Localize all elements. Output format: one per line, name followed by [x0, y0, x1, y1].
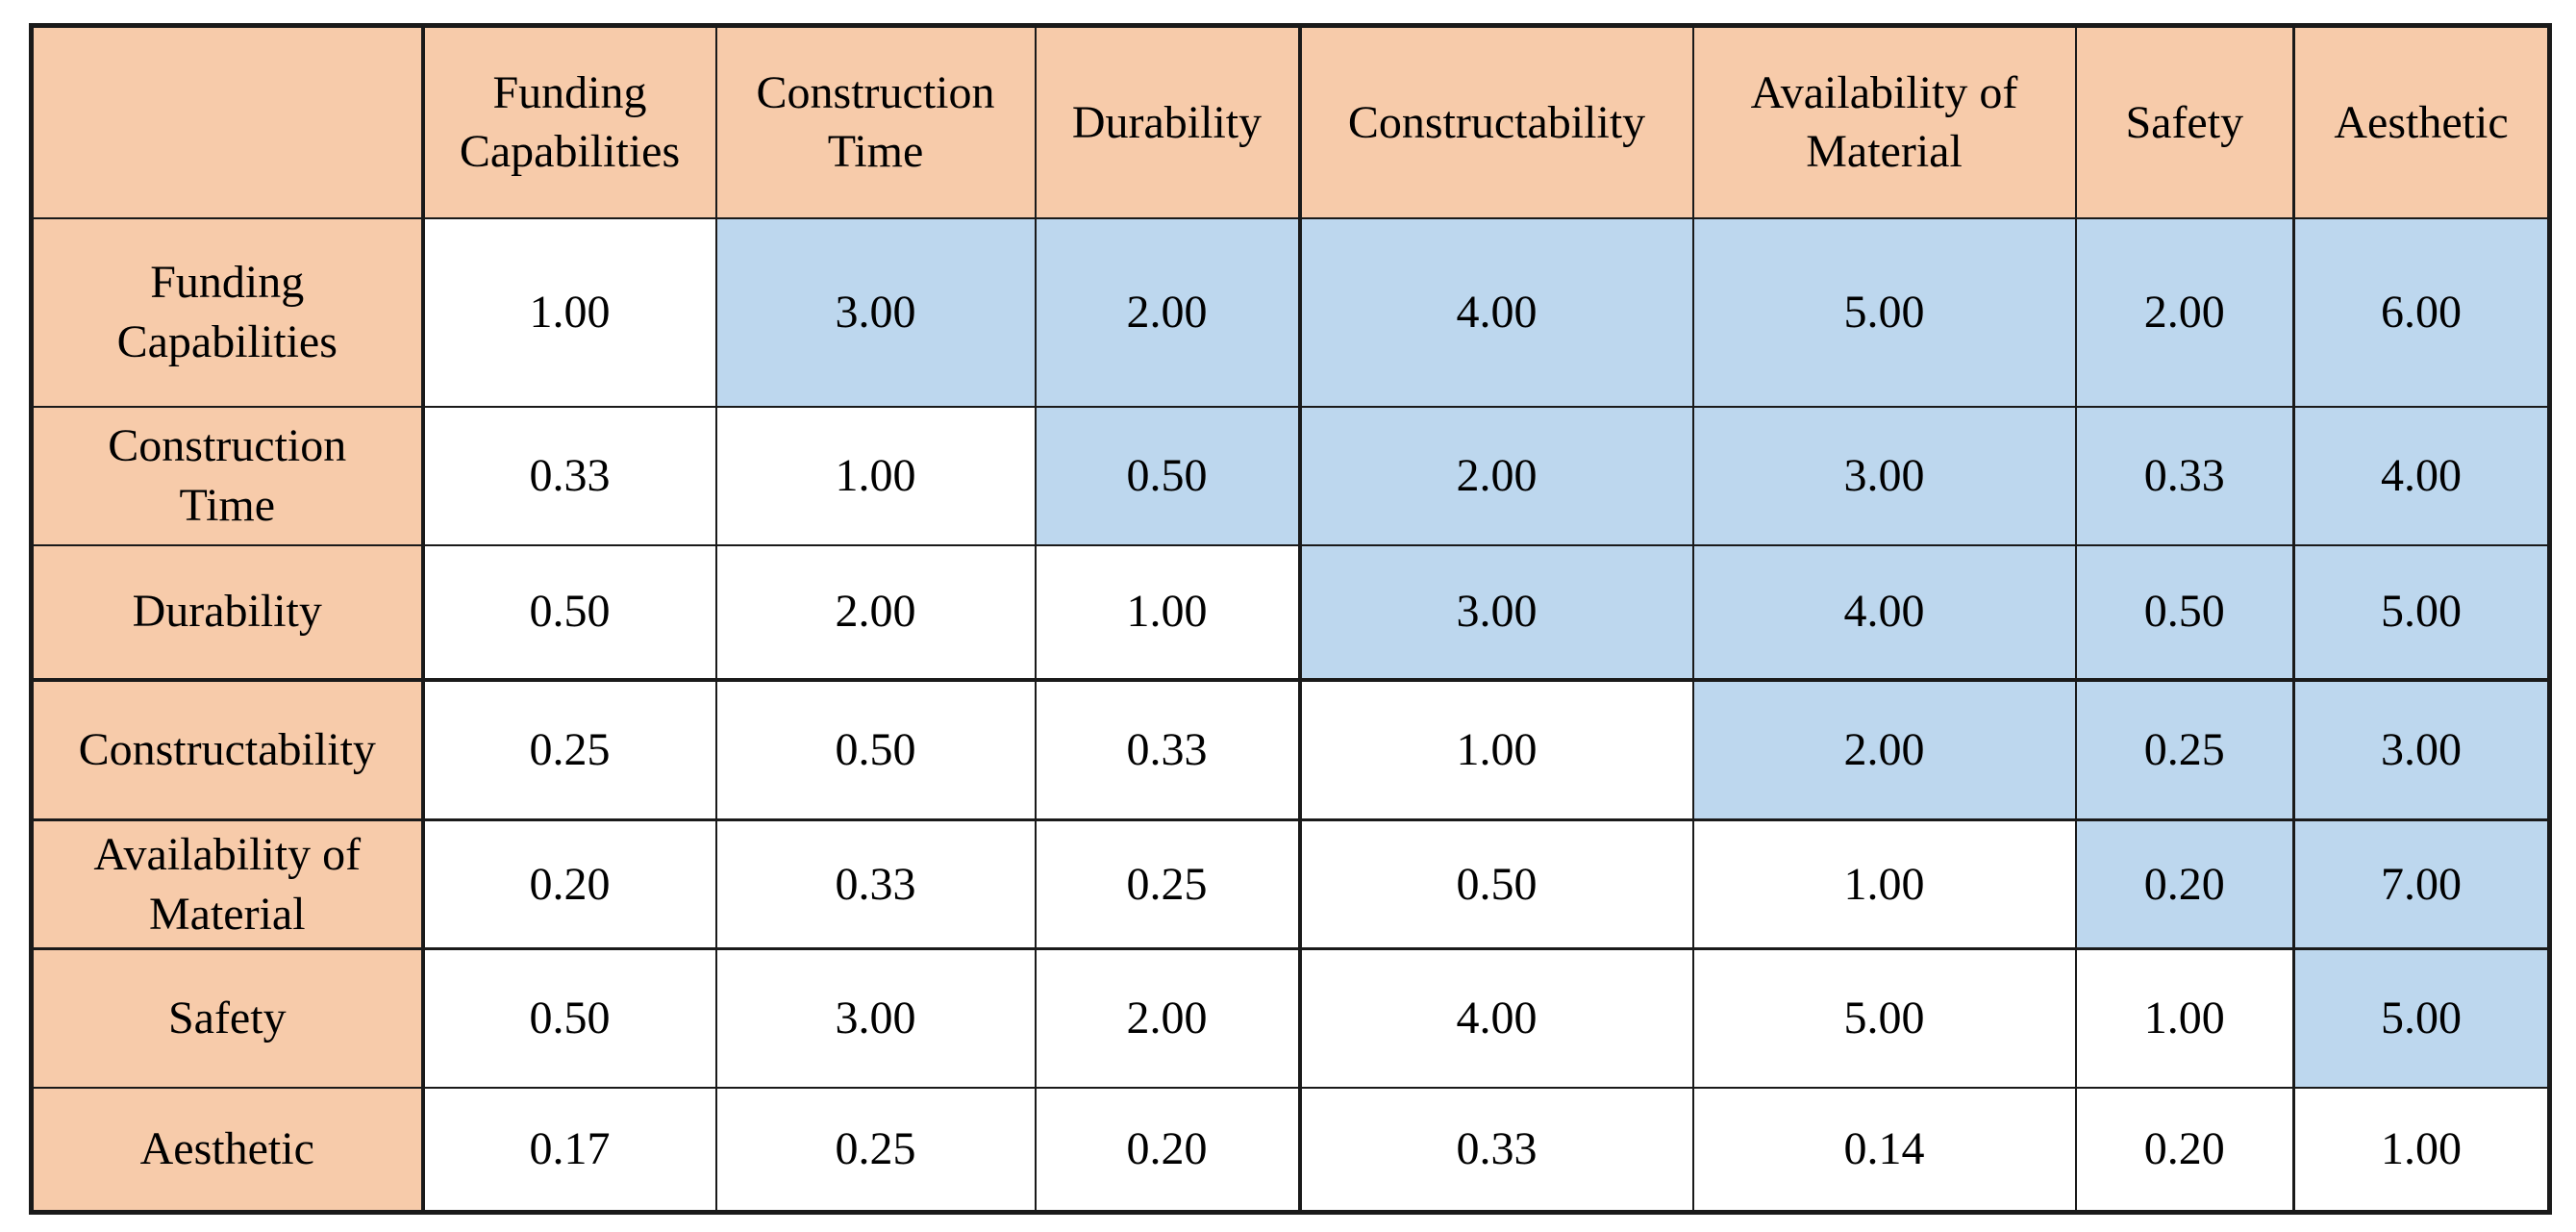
cell-safety-vs-durability: 2.00: [1034, 947, 1302, 1089]
cell-construction-time-vs-funding-capabilities: 0.33: [421, 405, 717, 546]
cell-safety-vs-aesthetic: 5.00: [2292, 947, 2551, 1089]
matrix-row-durability: Durability 0.50 2.00 1.00 3.00 4.00 0.50 5.00: [30, 543, 2551, 682]
cell-constructability-vs-durability: 0.33: [1034, 678, 1302, 821]
column-header-durability: Durability: [1034, 24, 1302, 219]
cell-availability-of-material-vs-aesthetic: 7.00: [2292, 818, 2551, 950]
cell-durability-vs-construction-time: 2.00: [714, 543, 1037, 682]
cell-construction-time-vs-constructability: 2.00: [1298, 405, 1694, 546]
row-header-availability-of-material: Availability of Material: [30, 818, 425, 950]
cell-availability-of-material-vs-constructability: 0.50: [1298, 818, 1694, 950]
header-row: Funding Capabilities Construction Time Dur…: [30, 24, 2551, 219]
cell-availability-of-material-vs-durability: 0.25: [1034, 818, 1302, 950]
cell-safety-vs-constructability: 4.00: [1298, 947, 1694, 1089]
cell-constructability-vs-aesthetic: 3.00: [2292, 678, 2551, 821]
cell-aesthetic-vs-durability: 0.20: [1034, 1086, 1302, 1214]
row-header-aesthetic: Aesthetic: [30, 1086, 425, 1214]
column-header-constructability: Constructability: [1298, 24, 1694, 219]
cell-durability-vs-safety: 0.50: [2074, 543, 2295, 682]
cell-aesthetic-vs-funding-capabilities: 0.17: [421, 1086, 717, 1214]
cell-construction-time-vs-durability: 0.50: [1034, 405, 1302, 546]
matrix-row-constructability: Constructability 0.25 0.50 0.33 1.00 2.00 0.25…: [30, 678, 2551, 821]
cell-safety-vs-availability-of-material: 5.00: [1691, 947, 2077, 1089]
row-header-construction-time: Construction Time: [30, 405, 425, 546]
corner-cell: [30, 24, 425, 219]
cell-funding-capabilities-vs-funding-capabilities: 1.00: [421, 216, 717, 408]
cell-durability-vs-constructability: 3.00: [1298, 543, 1694, 682]
row-header-constructability: Constructability: [30, 678, 425, 821]
cell-constructability-vs-construction-time: 0.50: [714, 678, 1037, 821]
cell-funding-capabilities-vs-durability: 2.00: [1034, 216, 1302, 408]
matrix-row-funding-capabilities: Funding Capabilities 1.00 3.00 2.00 4.00 5.00…: [30, 216, 2551, 408]
cell-aesthetic-vs-aesthetic: 1.00: [2292, 1086, 2551, 1214]
cell-durability-vs-funding-capabilities: 0.50: [421, 543, 717, 682]
column-header-funding-capabilities: Funding Capabilities: [421, 24, 717, 219]
row-header-safety: Safety: [30, 947, 425, 1089]
cell-constructability-vs-safety: 0.25: [2074, 678, 2295, 821]
cell-safety-vs-safety: 1.00: [2074, 947, 2295, 1089]
cell-constructability-vs-constructability: 1.00: [1298, 678, 1694, 821]
column-header-safety: Safety: [2074, 24, 2295, 219]
row-header-funding-capabilities: Funding Capabilities: [30, 216, 425, 408]
cell-constructability-vs-funding-capabilities: 0.25: [421, 678, 717, 821]
row-header-durability: Durability: [30, 543, 425, 682]
cell-constructability-vs-availability-of-material: 2.00: [1691, 678, 2077, 821]
cell-construction-time-vs-safety: 0.33: [2074, 405, 2295, 546]
cell-funding-capabilities-vs-constructability: 4.00: [1298, 216, 1694, 408]
cell-availability-of-material-vs-construction-time: 0.33: [714, 818, 1037, 950]
cell-aesthetic-vs-availability-of-material: 0.14: [1691, 1086, 2077, 1214]
cell-availability-of-material-vs-availability-of-material: 1.00: [1691, 818, 2077, 950]
cell-aesthetic-vs-constructability: 0.33: [1298, 1086, 1694, 1214]
cell-funding-capabilities-vs-construction-time: 3.00: [714, 216, 1037, 408]
cell-availability-of-material-vs-funding-capabilities: 0.20: [421, 818, 717, 950]
cell-availability-of-material-vs-safety: 0.20: [2074, 818, 2295, 950]
column-header-aesthetic: Aesthetic: [2292, 24, 2551, 219]
cell-construction-time-vs-aesthetic: 4.00: [2292, 405, 2551, 546]
cell-durability-vs-aesthetic: 5.00: [2292, 543, 2551, 682]
matrix-row-aesthetic: Aesthetic 0.17 0.25 0.20 0.33 0.14 0.20 1.00: [30, 1086, 2551, 1214]
cell-aesthetic-vs-safety: 0.20: [2074, 1086, 2295, 1214]
cell-funding-capabilities-vs-safety: 2.00: [2074, 216, 2295, 408]
cell-safety-vs-construction-time: 3.00: [714, 947, 1037, 1089]
cell-funding-capabilities-vs-availability-of-material: 5.00: [1691, 216, 2077, 408]
column-header-construction-time: Construction Time: [714, 24, 1037, 219]
matrix-row-availability-of-material: Availability of Material 0.20 0.33 0.25 0.50…: [30, 818, 2551, 950]
matrix-row-construction-time: Construction Time 0.33 1.00 0.50 2.00 3.00 0.3…: [30, 405, 2551, 546]
matrix-row-safety: Safety 0.50 3.00 2.00 4.00 5.00 1.00 5.00: [30, 947, 2551, 1089]
pairwise-comparison-table: Funding Capabilities Construction Time Dur…: [29, 23, 2552, 1215]
cell-aesthetic-vs-construction-time: 0.25: [714, 1086, 1037, 1214]
cell-construction-time-vs-construction-time: 1.00: [714, 405, 1037, 546]
cell-construction-time-vs-availability-of-material: 3.00: [1691, 405, 2077, 546]
cell-funding-capabilities-vs-aesthetic: 6.00: [2292, 216, 2551, 408]
cell-durability-vs-durability: 1.00: [1034, 543, 1302, 682]
column-header-availability-of-material: Availability of Material: [1691, 24, 2077, 219]
cell-durability-vs-availability-of-material: 4.00: [1691, 543, 2077, 682]
matrix-body: Funding Capabilities 1.00 3.00 2.00 4.00 5.00…: [30, 216, 2551, 1214]
cell-safety-vs-funding-capabilities: 0.50: [421, 947, 717, 1089]
